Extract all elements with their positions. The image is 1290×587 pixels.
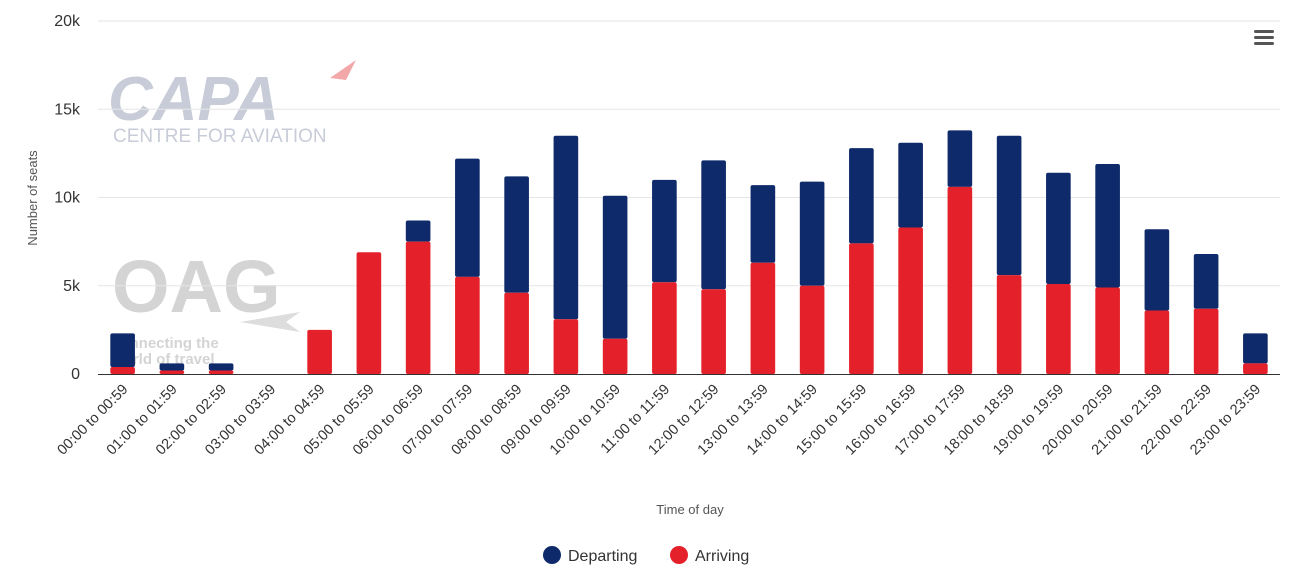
y-tick-label: 10k xyxy=(54,190,81,207)
bar-arriving xyxy=(455,276,480,374)
bar-departing xyxy=(1243,333,1268,364)
legend: Departing Arriving xyxy=(543,546,749,565)
bar-departing xyxy=(898,142,923,228)
legend-label: Arriving xyxy=(695,548,749,565)
oag-logo-plane-icon xyxy=(240,312,300,332)
legend-marker xyxy=(670,546,688,564)
bar-departing xyxy=(849,148,874,244)
bar-arriving xyxy=(553,319,579,374)
bar-arriving xyxy=(208,370,234,374)
y-axis-ticks: 0 5k 10k 15k 20k xyxy=(54,13,81,383)
bar-arriving xyxy=(947,186,973,374)
legend-item-departing[interactable]: Departing xyxy=(543,546,637,565)
bar-arriving xyxy=(996,275,1022,374)
bar-departing xyxy=(110,333,135,367)
bar-arriving xyxy=(307,329,332,374)
bar-arriving xyxy=(849,243,874,374)
bar-departing xyxy=(1193,253,1219,309)
bar-arriving xyxy=(110,366,135,374)
bar-departing xyxy=(159,363,185,371)
bar-arriving xyxy=(898,227,923,374)
capa-logo-title: CAPA xyxy=(108,65,279,134)
bar-departing xyxy=(602,195,628,339)
bar-departing xyxy=(1046,172,1071,284)
bar-arriving xyxy=(1193,308,1219,374)
bar-arriving xyxy=(1095,287,1120,374)
bar-arriving xyxy=(405,241,431,374)
bar-arriving xyxy=(1144,310,1170,374)
bar-departing xyxy=(504,176,529,293)
bar-departing xyxy=(947,130,973,187)
bar-departing xyxy=(652,179,677,283)
bar-arriving xyxy=(750,262,776,374)
bars xyxy=(110,130,1268,374)
bar-arriving xyxy=(1046,283,1071,374)
capa-logo: CAPA CENTRE FOR AVIATION xyxy=(108,60,356,147)
bar-departing xyxy=(1095,163,1120,288)
bar-departing xyxy=(996,135,1022,276)
bar-arriving xyxy=(701,289,726,374)
y-axis-title: Number of seats xyxy=(25,150,40,246)
oag-logo-title: OAG xyxy=(112,245,281,328)
bar-departing xyxy=(799,181,825,286)
bar-departing xyxy=(208,363,234,371)
bar-departing xyxy=(405,220,431,242)
oag-logo-tagline-1: connecting the xyxy=(112,335,219,352)
legend-marker xyxy=(543,546,561,564)
y-tick-label: 0 xyxy=(71,366,80,383)
x-axis-title: Time of day xyxy=(656,502,724,517)
watermark-logos: CAPA CENTRE FOR AVIATION OAG connecting … xyxy=(108,60,356,368)
y-tick-label: 20k xyxy=(54,13,81,30)
capa-logo-subtitle: CENTRE FOR AVIATION xyxy=(113,126,327,147)
bar-arriving xyxy=(652,282,677,374)
capa-logo-plane-icon xyxy=(330,60,356,80)
oag-logo: OAG connecting the world of travel xyxy=(111,245,300,368)
bar-arriving xyxy=(356,252,382,374)
y-tick-label: 5k xyxy=(63,278,81,295)
bar-departing xyxy=(455,158,480,277)
bar-departing xyxy=(701,160,726,290)
bar-arriving xyxy=(602,338,628,374)
oag-logo-tagline-2: world of travel xyxy=(111,351,215,368)
chart-menu-button[interactable] xyxy=(1254,30,1274,45)
gridlines xyxy=(98,20,1280,287)
bar-arriving xyxy=(159,370,185,374)
bar-departing xyxy=(750,185,776,263)
legend-label: Departing xyxy=(568,548,637,565)
y-tick-label: 15k xyxy=(54,101,81,118)
bar-arriving xyxy=(799,285,825,374)
bar-arriving xyxy=(1243,363,1268,374)
bar-departing xyxy=(553,135,579,320)
hamburger-menu-icon xyxy=(1254,30,1274,45)
legend-item-arriving[interactable]: Arriving xyxy=(670,546,749,565)
bar-departing xyxy=(1144,229,1170,311)
bar-arriving xyxy=(504,292,529,374)
